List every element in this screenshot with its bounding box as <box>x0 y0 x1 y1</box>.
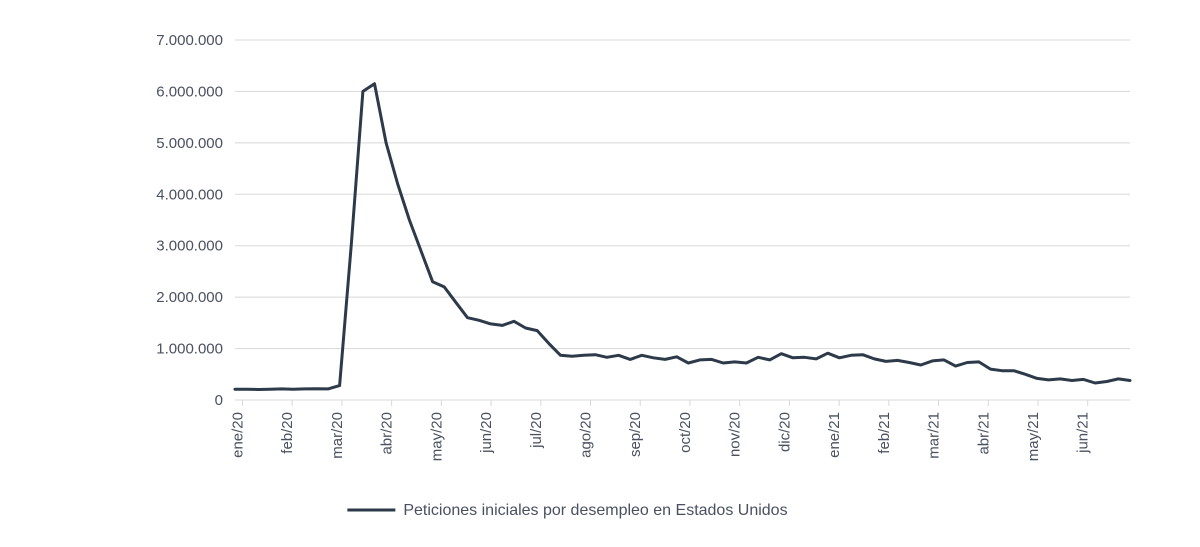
x-tick-label: oct/20 <box>677 412 694 453</box>
y-tick-label: 2.000.000 <box>156 289 223 306</box>
line-chart: 0 1.000.000 2.000.000 3.000.000 4.000.000 5.0… <box>0 0 1200 547</box>
x-tick-label: feb/20 <box>279 412 296 454</box>
x-tick-label: nov/20 <box>727 412 744 457</box>
x-tick-label: feb/21 <box>876 412 893 454</box>
y-tick-label: 4.000.000 <box>156 186 223 203</box>
x-tick-label: mar/21 <box>926 412 943 459</box>
legend-label: Peticiones iniciales por desempleo en Es… <box>403 502 787 519</box>
x-tick-label: ago/20 <box>578 412 595 458</box>
y-tick-label: 1.000.000 <box>156 341 223 358</box>
x-tick-label: abr/21 <box>975 412 992 455</box>
x-tick-label: may/20 <box>428 412 445 461</box>
y-tick-label: 5.000.000 <box>156 135 223 152</box>
x-tick-label: ene/21 <box>826 412 843 458</box>
x-tick-label: sep/20 <box>627 412 644 457</box>
y-tick-label: 7.000.000 <box>156 32 223 49</box>
x-tick-label: jun/20 <box>478 412 495 454</box>
y-tick-label: 0 <box>215 392 223 409</box>
x-tick-label: may/21 <box>1025 412 1042 461</box>
x-tick-label: mar/20 <box>329 412 346 459</box>
x-tick-label: jul/20 <box>528 412 545 449</box>
chart-container: 0 1.000.000 2.000.000 3.000.000 4.000.000 5.0… <box>0 0 1200 547</box>
x-tick-label: ene/20 <box>229 412 246 458</box>
chart-legend: Peticiones iniciales por desempleo en Es… <box>347 502 787 519</box>
x-tick-label: jun/21 <box>1075 412 1092 454</box>
y-tick-label: 6.000.000 <box>156 83 223 100</box>
y-tick-label: 3.000.000 <box>156 238 223 255</box>
x-tick-label: abr/20 <box>379 412 396 455</box>
x-tick-label: dic/20 <box>776 412 793 452</box>
